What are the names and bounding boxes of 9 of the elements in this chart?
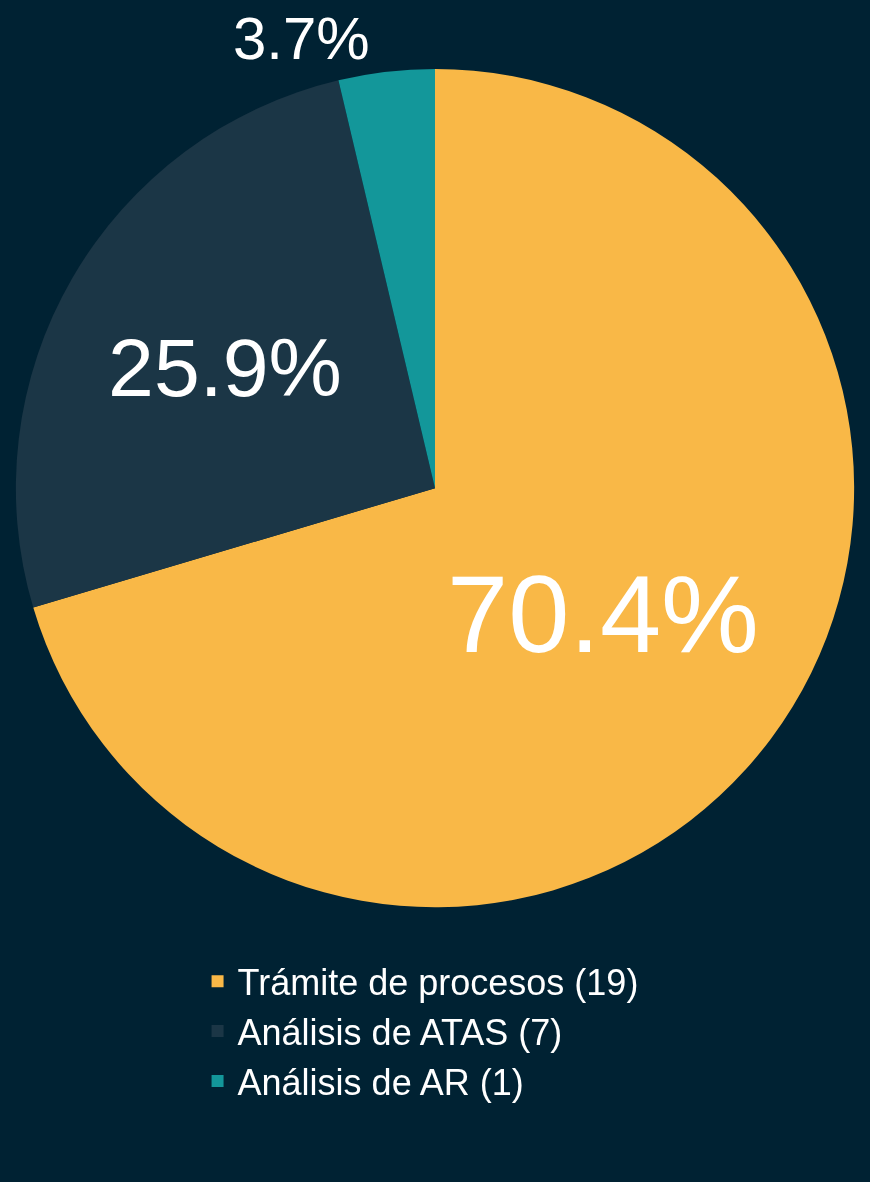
pie-slice [33,69,854,908]
legend-label: Análisis de ATAS (7) [237,1012,563,1054]
data-label: 3.7% [232,5,370,73]
pie-slice [338,69,435,489]
pie-slice [16,80,435,608]
legend-label: Análisis de AR (1) [237,1061,524,1103]
data-label: 70.4% [447,551,759,675]
legend-label: Trámite de procesos (19) [237,962,639,1004]
data-label: 25.9% [108,320,342,413]
